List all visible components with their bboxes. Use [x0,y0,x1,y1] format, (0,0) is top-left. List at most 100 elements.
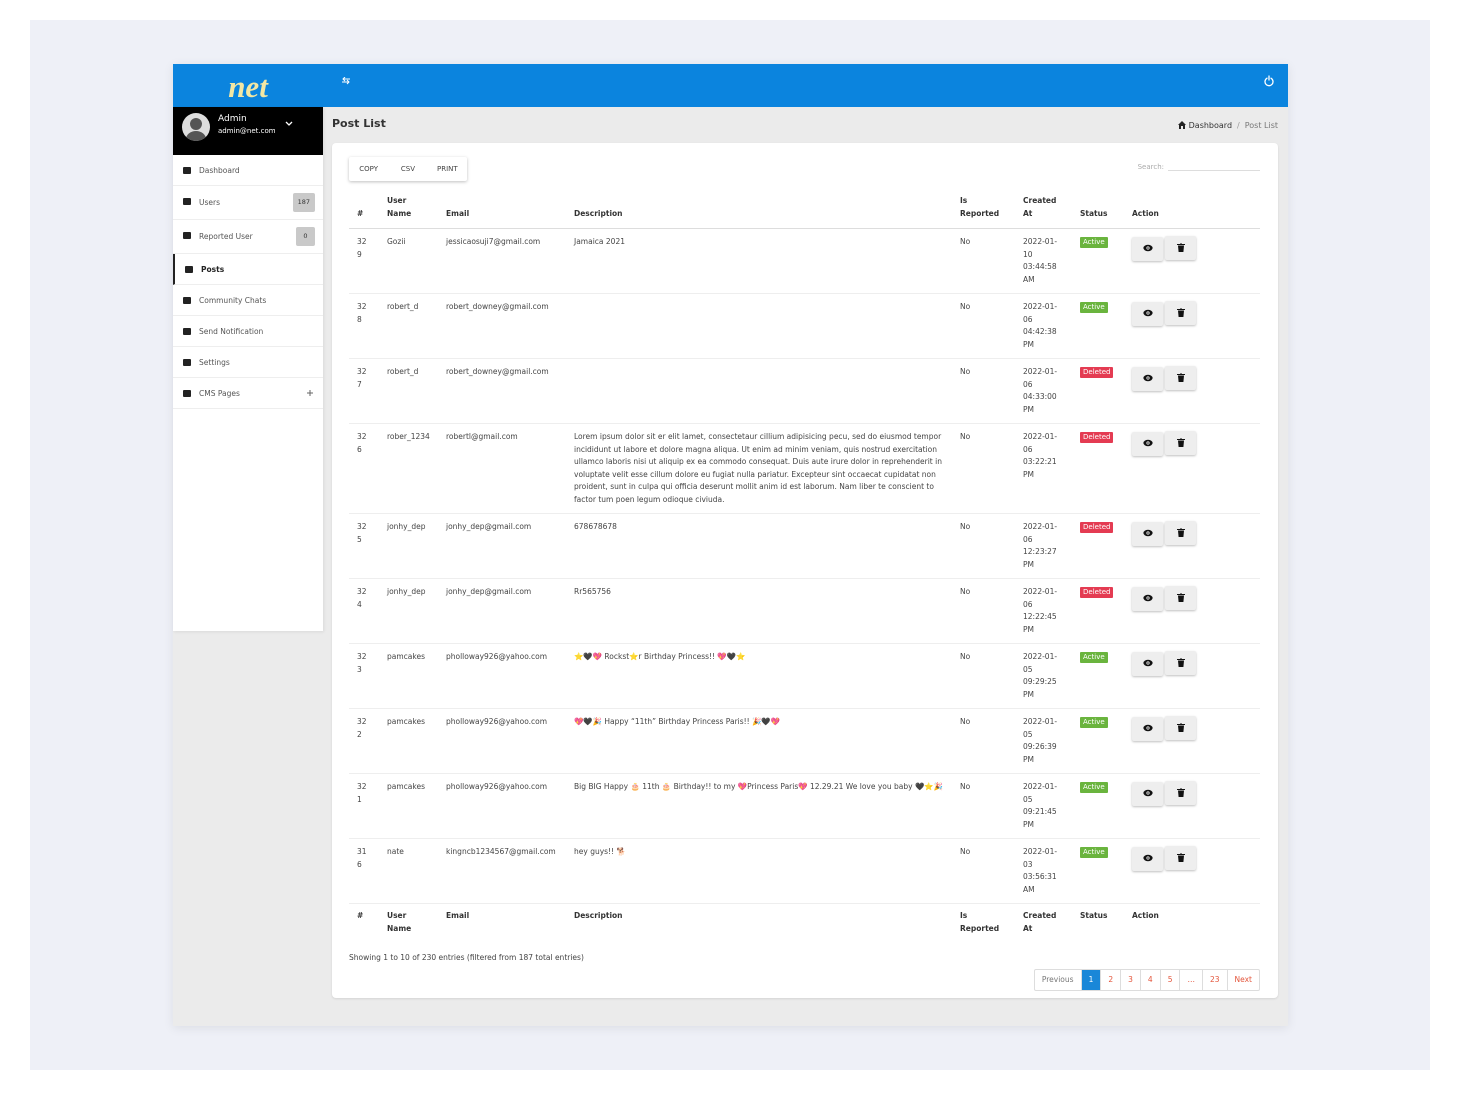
cell-action [1124,773,1260,839]
menu-icon [183,198,191,205]
posts-table: # User Name Email Description Is Reported Cre… [349,189,1260,943]
cell-created-at: 2022-01-03 03:56:31 AM [1015,838,1072,904]
cell-status: Active [1072,838,1124,904]
page-button[interactable]: … [1179,970,1202,990]
delete-button[interactable] [1165,431,1196,455]
column-header[interactable]: Status [1072,189,1124,229]
cell-action [1124,578,1260,644]
menu-label: Users [199,198,221,207]
power-button[interactable] [1263,75,1275,87]
menu-item[interactable]: Dashboard [173,155,323,186]
delete-button[interactable] [1165,781,1196,805]
page-button[interactable]: 4 [1139,970,1160,990]
breadcrumb-item[interactable]: Dashboard [1188,121,1233,130]
search-label: Search: [1137,163,1164,171]
table-body: 329 Gozii jessicaosuji7@gmail.com Jamaica 2… [349,229,1260,904]
menu-label: Posts [201,265,225,274]
cell-status: Deleted [1072,513,1124,579]
delete-button[interactable] [1165,236,1196,260]
column-header[interactable]: # [349,189,379,229]
view-button[interactable] [1132,717,1163,741]
menu-label: Settings [199,358,230,367]
cell-action [1124,423,1260,514]
table-info: Showing 1 to 10 of 230 entries (filtered… [349,953,584,962]
delete-button[interactable] [1165,521,1196,545]
next-button[interactable]: Next [1226,970,1259,990]
column-header[interactable]: Action [1124,189,1260,229]
menu-icon [185,266,193,273]
cell-status: Active [1072,773,1124,839]
menu-icon [183,359,191,366]
menu-badge: 187 [292,193,315,212]
cell-created-at: 2022-01-05 09:21:45 PM [1015,773,1072,839]
menu-item[interactable]: Posts [173,254,323,285]
column-header[interactable]: Created At [1015,189,1072,229]
export-button[interactable]: CSV [400,165,416,173]
post-row: 328 robert_d robert_downey@gmail.com No 2022… [349,293,1260,359]
view-button[interactable] [1132,302,1163,326]
status-badge: Deleted [1080,522,1114,533]
menu-label: Send Notification [199,327,264,336]
avatar [182,113,210,141]
view-button[interactable] [1132,782,1163,806]
column-header[interactable]: Description [566,189,952,229]
cell-id: 326 [349,423,379,514]
view-button[interactable] [1132,652,1163,676]
cell-is-reported: No [952,643,1015,709]
view-button[interactable] [1132,587,1163,611]
menu-icon [183,328,191,335]
menu-item[interactable]: Users 187 [173,186,323,220]
menu-item[interactable]: Settings [173,347,323,378]
view-button[interactable] [1132,847,1163,871]
delete-button[interactable] [1165,846,1196,870]
page-button[interactable]: 3 [1120,970,1140,990]
cell-status: Deleted [1072,423,1124,514]
cell-user-name: nate [379,838,438,904]
user-menu-caret[interactable] [285,121,293,127]
delete-button[interactable] [1165,651,1196,675]
delete-button[interactable] [1165,301,1196,325]
cell-email: robert_downey@gmail.com [438,293,566,359]
column-header: # [349,903,379,943]
view-button[interactable] [1132,237,1163,261]
delete-button[interactable] [1165,586,1196,610]
search-box[interactable]: Search: [1138,157,1260,171]
export-button[interactable]: PRINT [436,165,458,173]
menu-icon [183,232,191,239]
logo[interactable]: net [228,69,268,104]
status-badge: Active [1080,237,1108,248]
page-button[interactable]: 23 [1201,970,1227,990]
cell-status: Active [1072,229,1124,294]
column-header: Is Reported [952,903,1015,943]
column-header[interactable]: Is Reported [952,189,1015,229]
sidebar-toggle[interactable] [341,77,351,85]
column-header[interactable]: Email [438,189,566,229]
cell-description: Lorem ipsum dolor sit er elit lamet, con… [566,423,952,514]
user-box[interactable]: Admin admin@net.com [173,107,323,155]
previous-button[interactable]: Previous [1041,975,1074,984]
column-header[interactable]: User Name [379,189,438,229]
menu-item[interactable]: Reported User 0 [173,220,323,254]
column-header: Created At [1015,903,1072,943]
menu-label: CMS Pages [199,389,240,398]
expand-icon[interactable] [307,390,313,396]
export-button[interactable]: COPY [359,165,379,173]
menu-item[interactable]: Send Notification [173,316,323,347]
post-row: 329 Gozii jessicaosuji7@gmail.com Jamaica 2… [349,229,1260,294]
view-button[interactable] [1132,432,1163,456]
cell-is-reported: No [960,237,971,246]
export-buttons: COPY CSV PRINT [349,157,467,181]
page-button[interactable]: 5 [1159,970,1180,990]
view-button[interactable] [1132,522,1163,546]
page-button[interactable]: 1 [1080,970,1101,990]
post-row: 322 pamcakes pholloway926@yahoo.com 💖🖤🎉 Hap… [349,708,1260,774]
footer-row: # User Name Email Description Is Reported Cre… [349,903,1260,943]
cell-action [1124,293,1260,359]
page-button[interactable]: 2 [1100,970,1120,990]
delete-button[interactable] [1165,716,1196,740]
cell-email: pholloway926@yahoo.com [438,708,566,774]
menu-item[interactable]: Community Chats [173,285,323,316]
view-button[interactable] [1132,367,1163,391]
menu-item[interactable]: CMS Pages [173,378,323,409]
delete-button[interactable] [1165,366,1196,390]
